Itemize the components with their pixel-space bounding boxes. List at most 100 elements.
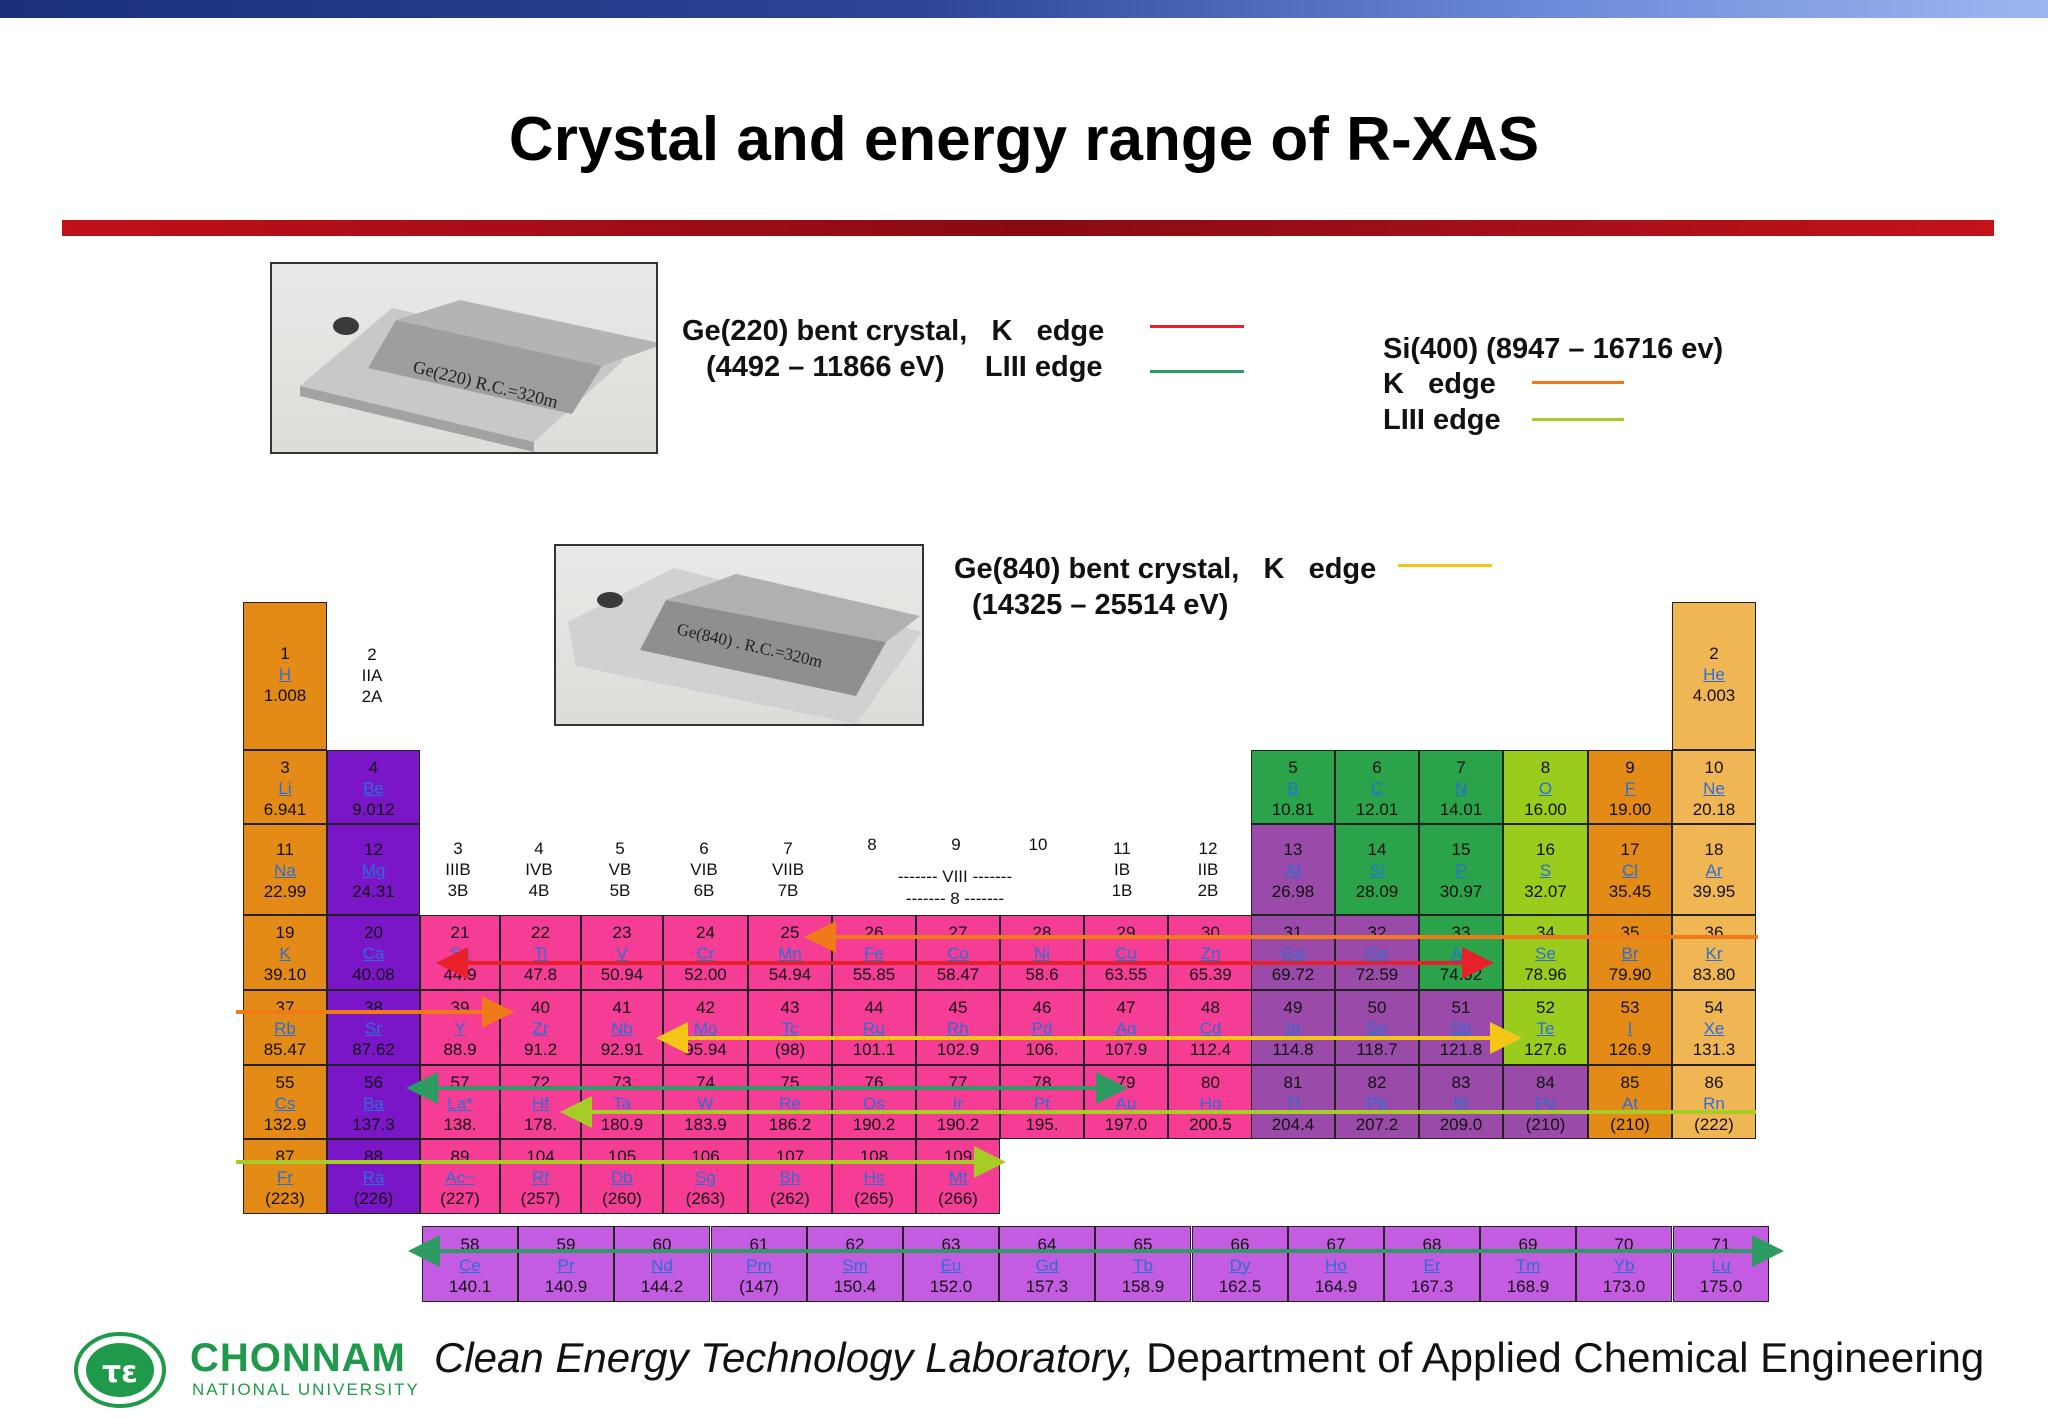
element-mass: (262) <box>770 1189 810 1208</box>
element-number: 46 <box>1032 998 1052 1017</box>
element-number: 34 <box>1536 923 1555 942</box>
element-cell-dy: 66 Dy 162.5 <box>1192 1226 1288 1302</box>
element-mass: (147) <box>739 1276 779 1296</box>
element-symbol: Na <box>274 861 296 880</box>
element-symbol: Ra <box>362 1168 385 1187</box>
element-cell-mn: 25 Mn 54.94 <box>748 915 832 990</box>
element-cell-ag: 47 Ag 107.9 <box>1084 990 1168 1065</box>
element-number: 13 <box>1283 840 1303 859</box>
university-logo-emblem: τε <box>72 1330 184 1408</box>
element-number: 61 <box>749 1234 769 1254</box>
element-symbol: Co <box>947 944 969 963</box>
element-mass: 157.3 <box>1025 1276 1069 1296</box>
element-mass: 52.00 <box>684 965 727 984</box>
element-number: 59 <box>556 1234 576 1254</box>
element-symbol: Ir <box>952 1093 964 1113</box>
element-symbol: Re <box>779 1093 801 1113</box>
group-header-5: 5 VB 5B <box>608 839 632 900</box>
element-number: 66 <box>1230 1234 1250 1254</box>
element-symbol: Rn <box>1703 1093 1725 1113</box>
element-symbol: Ge <box>1365 944 1389 963</box>
element-number: 53 <box>1620 998 1640 1017</box>
element-cell-os: 76 Os 190.2 <box>832 1065 916 1139</box>
element-number: 67 <box>1326 1234 1346 1254</box>
element-cell-cu: 29 Cu 63.55 <box>1084 915 1168 990</box>
element-number: 18 <box>1704 840 1724 859</box>
element-symbol: Rb <box>274 1019 296 1038</box>
element-symbol: S <box>1539 861 1552 880</box>
element-symbol: Ba <box>363 1093 384 1113</box>
element-mass: 24.31 <box>352 882 395 901</box>
element-cell-si: 14 Si 28.09 <box>1335 824 1419 915</box>
element-symbol: C <box>1370 778 1384 798</box>
group-header-8: 8 <box>867 835 877 854</box>
element-mass: 22.99 <box>263 882 307 901</box>
element-mass: 173.0 <box>1602 1276 1646 1296</box>
ge840-label-line2: (14325 – 25514 eV) <box>972 589 1229 621</box>
element-mass: 102.9 <box>936 1040 980 1059</box>
element-mass: 4.003 <box>1692 686 1736 705</box>
element-cell-ne: 10 Ne 20.18 <box>1672 750 1756 824</box>
element-mass: 144.2 <box>640 1276 684 1296</box>
element-symbol: Cd <box>1199 1019 1222 1038</box>
element-symbol: Ar <box>1705 861 1723 880</box>
element-symbol: Mt <box>948 1168 968 1187</box>
element-cell-hf: 72 Hf 178. <box>500 1065 581 1139</box>
element-symbol: Sc <box>450 944 470 963</box>
element-number: 60 <box>652 1234 672 1254</box>
element-cell-be: 4 Be 9.012 <box>327 750 420 824</box>
element-number: 27 <box>948 923 968 942</box>
element-cell-y: 39 Y 88.9 <box>420 990 500 1065</box>
element-mass: 140.1 <box>448 1276 492 1296</box>
element-symbol: Gd <box>1035 1255 1059 1275</box>
element-symbol: Ce <box>459 1255 481 1275</box>
element-number: 45 <box>948 998 968 1017</box>
element-number: 6 <box>1372 757 1382 777</box>
element-cell-li: 3 Li 6.941 <box>243 750 327 824</box>
element-symbol: V <box>616 944 628 963</box>
footer-lab-name: Clean Energy Technology Laboratory, <box>434 1334 1135 1381</box>
element-symbol: Nb <box>611 1019 633 1038</box>
element-mass: 112.4 <box>1189 1040 1232 1059</box>
element-number: 69 <box>1518 1234 1538 1254</box>
element-number: 75 <box>780 1072 800 1092</box>
element-mass: 1.008 <box>263 686 307 705</box>
element-number: 42 <box>696 998 715 1017</box>
element-mass: 186.2 <box>768 1114 812 1134</box>
element-mass: 88.9 <box>443 1040 477 1059</box>
si400-liii-edge-legend-line <box>1532 418 1624 421</box>
element-mass: 40.08 <box>352 965 395 984</box>
element-mass: 200.5 <box>1189 1114 1232 1134</box>
element-symbol: Au <box>1115 1093 1137 1113</box>
element-number: 21 <box>450 923 470 942</box>
element-symbol: Ti <box>533 944 548 963</box>
element-mass: 95.94 <box>684 1040 727 1059</box>
element-mass: 78.96 <box>1524 965 1567 984</box>
element-number: 84 <box>1536 1072 1555 1092</box>
element-mass: 12.01 <box>1355 799 1399 819</box>
element-mass: 32.07 <box>1524 882 1567 901</box>
element-symbol: Ni <box>1033 944 1051 963</box>
element-number: 63 <box>941 1234 961 1254</box>
element-mass: 74.92 <box>1439 965 1483 984</box>
element-number: 49 <box>1283 998 1303 1017</box>
element-number: 15 <box>1451 840 1471 859</box>
element-mass: 207.2 <box>1355 1114 1399 1134</box>
element-cell-zn: 30 Zn 65.39 <box>1168 915 1253 990</box>
element-mass: 44.9 <box>443 965 477 984</box>
element-symbol: Bh <box>779 1168 801 1187</box>
element-mass: 101.1 <box>852 1040 896 1059</box>
element-number: 4 <box>368 757 379 777</box>
element-symbol: Mg <box>361 861 386 880</box>
element-mass: 190.2 <box>936 1114 980 1134</box>
element-mass: (260) <box>602 1189 642 1208</box>
element-mass: 190.2 <box>852 1114 896 1134</box>
element-symbol: Ga <box>1281 944 1305 963</box>
element-cell-pr: 59 Pr 140.9 <box>518 1226 614 1302</box>
element-cell-ca: 20 Ca 40.08 <box>327 915 420 990</box>
element-cell-fr: 87 Fr (223) <box>243 1139 327 1214</box>
element-cell-er: 68 Er 167.3 <box>1384 1226 1480 1302</box>
element-mass: 85.47 <box>263 1040 307 1059</box>
element-mass: (222) <box>1694 1114 1734 1134</box>
element-mass: 209.0 <box>1439 1114 1483 1134</box>
